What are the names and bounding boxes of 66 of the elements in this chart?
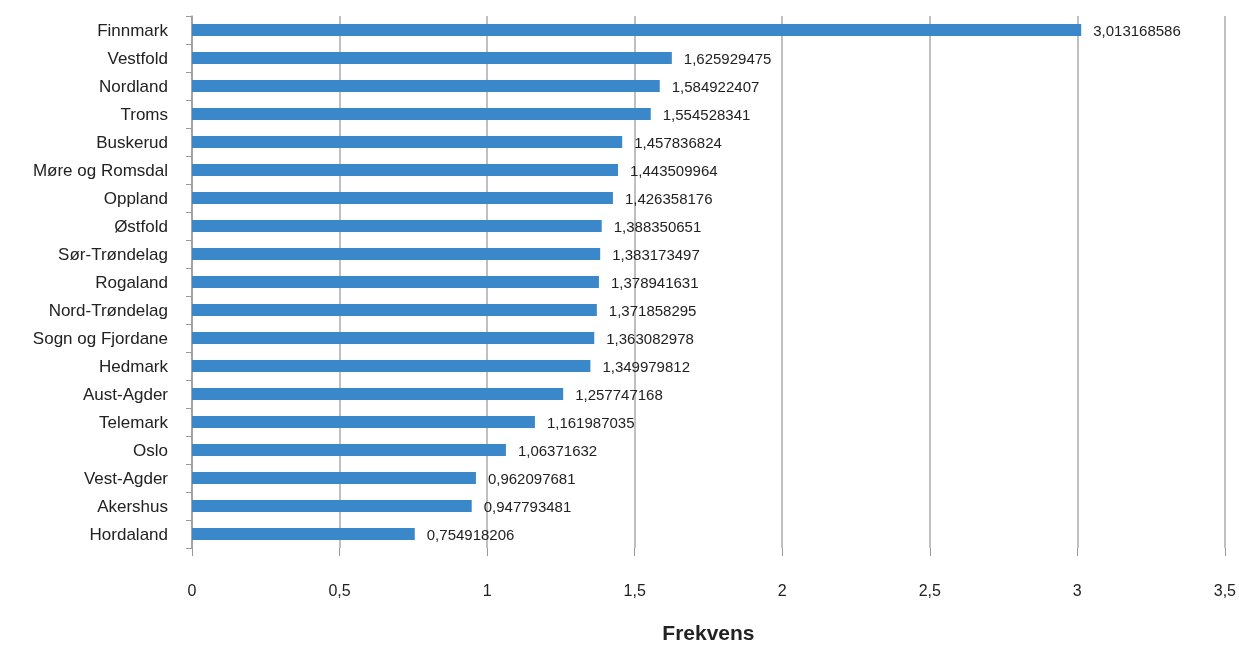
bar [192, 24, 1082, 36]
y-tick-label: Vestfold [107, 48, 168, 68]
x-tick-label: 2,5 [918, 581, 941, 599]
y-tick-label: Hedmark [99, 356, 169, 376]
y-tick-label: Aust-Agder [82, 384, 169, 404]
x-tick-label: 3 [1072, 581, 1082, 599]
data-label: 1,625929475 [683, 49, 772, 67]
x-tick-label: 0 [187, 581, 197, 599]
bar [192, 360, 591, 372]
data-label: 1,383173497 [612, 245, 700, 263]
y-tick-label: Nord-Trøndelag [48, 300, 168, 320]
bar [192, 276, 599, 288]
y-tick-label: Nordland [99, 76, 168, 96]
y-tick-label: Finnmark [97, 20, 169, 40]
data-label: 1,06371632 [517, 441, 598, 459]
data-label: 0,754918206 [426, 525, 515, 543]
bar [192, 192, 613, 204]
bar [192, 472, 476, 484]
x-tick-label: 0,5 [328, 581, 351, 599]
bar [192, 528, 415, 540]
x-axis-title: Frekvens [662, 621, 755, 644]
bar [192, 80, 660, 92]
x-tick-label: 1,5 [623, 581, 646, 599]
bar [192, 444, 506, 456]
data-label: 1,161987035 [546, 413, 635, 431]
data-label: 1,584922407 [671, 77, 760, 95]
data-label: 1,363082978 [606, 329, 694, 347]
y-tick-label: Rogaland [95, 272, 168, 292]
y-tick-label: Akershus [97, 496, 168, 516]
data-label: 1,457836824 [634, 133, 722, 151]
bar [192, 220, 602, 232]
y-tick-label: Hordaland [89, 524, 168, 544]
data-label: 3,013168586 [1093, 21, 1181, 39]
y-tick-label: Sogn og Fjordane [32, 328, 168, 348]
data-label: 1,371858295 [608, 301, 697, 319]
y-tick-label: Oppland [103, 188, 168, 208]
bar [192, 304, 597, 316]
y-tick-label: Telemark [99, 412, 169, 432]
x-tick-label: 2 [777, 581, 787, 599]
data-label: 1,443509964 [629, 161, 718, 179]
x-tick-label: 3,5 [1213, 581, 1237, 599]
y-tick-label: Vest-Agder [83, 468, 169, 488]
bar [192, 136, 623, 148]
data-label: 0,947793481 [483, 497, 572, 515]
y-tick-label: Troms [120, 104, 168, 124]
bar [192, 108, 651, 120]
data-label: 1,349979812 [602, 357, 690, 375]
data-label: 1,426358176 [624, 189, 713, 207]
y-tick-label: Oslo [133, 440, 168, 460]
data-label: 1,388350651 [613, 217, 702, 235]
data-label: 0,962097681 [487, 469, 576, 487]
y-tick-label: Sør-Trøndelag [58, 244, 168, 264]
bar [192, 248, 601, 260]
y-tick-label: Buskerud [96, 132, 168, 152]
x-tick-label: 1 [482, 581, 492, 599]
bar [192, 332, 595, 344]
y-tick-label: Møre og Romsdal [32, 160, 168, 180]
data-label: 1,378941631 [610, 273, 699, 291]
bar [192, 416, 535, 428]
bar [192, 164, 618, 176]
bar [192, 52, 672, 64]
data-label: 1,554528341 [662, 105, 751, 123]
bar [192, 500, 472, 512]
y-tick-label: Østfold [114, 216, 168, 236]
data-label: 1,257747168 [575, 385, 663, 403]
bar [192, 388, 564, 400]
